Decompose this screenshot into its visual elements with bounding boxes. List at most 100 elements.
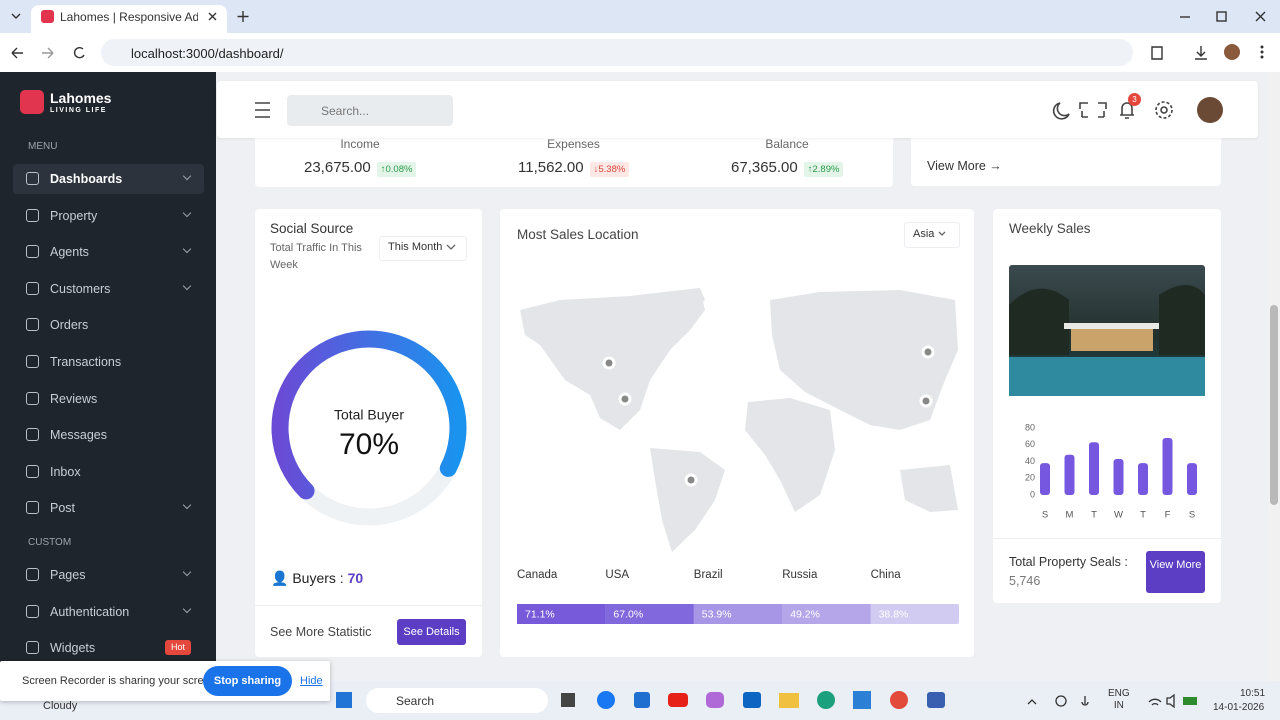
progress-label: 67.0% [613, 608, 643, 620]
nav-item[interactable]: Reviews [50, 391, 98, 406]
card-subtitle: Total Traffic In This Week [270, 242, 362, 271]
progress-label: 49.2% [790, 608, 820, 620]
nav-item[interactable]: Orders [50, 318, 89, 333]
nav-icon [26, 208, 39, 222]
nav-icon [26, 428, 39, 442]
start-button[interactable] [336, 692, 352, 708]
nav-icon [26, 568, 39, 581]
date: 14-01-2026 [1213, 702, 1265, 713]
footer-text: See More Statistic [270, 625, 372, 639]
nav-item[interactable]: Transactions [50, 355, 122, 369]
stat-change: ↓5.38% [589, 162, 630, 177]
scroll-thumb[interactable] [1270, 305, 1278, 505]
donut-arc [271, 330, 467, 500]
nav-item[interactable]: Dashboards [50, 172, 123, 186]
tab-title: Lahomes | Responsive Admin D [60, 10, 198, 24]
active-item [13, 164, 204, 194]
nav-item[interactable]: Agents [50, 245, 89, 260]
nav-icon [26, 318, 39, 332]
filter[interactable] [904, 222, 960, 248]
y-tick-label: 0 [1030, 489, 1035, 499]
buyers: 👤 Buyers : 70 [271, 570, 364, 586]
location-label: China [871, 569, 902, 581]
divider [255, 605, 482, 606]
x-tick-label: S [1042, 510, 1048, 521]
weather: Cloudy [43, 700, 78, 712]
weekly-chart: 0 20 40 60 80 S M T W T F S [1025, 422, 1197, 521]
view-more-card [911, 131, 1221, 186]
location-label: Russia [782, 569, 818, 581]
nav-icon [26, 172, 39, 185]
y-tick-label: 60 [1025, 439, 1035, 449]
stat-row: 23,675.00 ↑0.08% [304, 159, 417, 177]
stat-label: Balance [765, 137, 809, 151]
stat-change-value: 2.89% [812, 164, 840, 175]
custom-label: CUSTOM [28, 537, 72, 548]
nav-icon [26, 355, 39, 368]
menu-label: MENU [28, 141, 58, 152]
clock: 10:51 [1240, 688, 1266, 699]
nav-item[interactable]: Authentication [50, 604, 130, 619]
stop-sharing-button[interactable]: Stop sharing [203, 666, 292, 696]
nav-item[interactable]: Post [50, 501, 76, 516]
total-label: Total Property Seals : [1009, 555, 1128, 569]
see-details-button[interactable]: See Details [397, 619, 466, 645]
bar [1113, 458, 1124, 495]
x-tick-label: T [1091, 510, 1097, 521]
total-value: 5,746 [1009, 574, 1041, 588]
url[interactable]: localhost:3000/dashboard/ [131, 46, 284, 61]
view-more-link[interactable]: View More → [927, 159, 1002, 173]
nav-item[interactable]: Pages [50, 568, 86, 582]
card-title: Weekly Sales [1009, 221, 1091, 236]
map-card [500, 209, 974, 657]
buyers-label: Buyers : [292, 570, 344, 586]
nav-icon [26, 501, 39, 515]
bar [1089, 442, 1099, 495]
nav-icon [26, 604, 39, 618]
bar [1187, 463, 1197, 495]
property-image [1009, 265, 1205, 396]
stat-label: Expenses [547, 137, 600, 151]
nav-item[interactable]: Customers [50, 281, 111, 296]
divider [993, 538, 1221, 539]
hide-link[interactable]: Hide [300, 675, 323, 687]
x-tick-label: S [1189, 510, 1195, 521]
donut-value: 70% [339, 428, 399, 461]
donut-title: Total Buyer [334, 407, 404, 423]
taskbar-search[interactable] [366, 688, 548, 713]
address-bar[interactable] [101, 39, 1133, 66]
filter[interactable] [379, 236, 467, 261]
favicon [41, 10, 54, 23]
y-tick-label: 20 [1025, 473, 1035, 483]
language[interactable]: ENG IN [1108, 688, 1130, 712]
logo [20, 90, 44, 114]
progress-segment [782, 604, 871, 624]
nav-item[interactable]: Property [50, 208, 98, 223]
nav-icon [26, 391, 39, 405]
nav-item[interactable]: Inbox [50, 464, 81, 479]
active-tab[interactable] [31, 5, 227, 33]
brand: Lahomes [50, 90, 112, 106]
location-label: USA [605, 569, 629, 581]
x-tick-label: F [1165, 510, 1171, 521]
y-tick-label: 40 [1025, 456, 1035, 466]
bar [1138, 463, 1148, 495]
taskbar-apps [561, 691, 945, 709]
progress-segment [870, 604, 959, 624]
progress-segment [693, 604, 783, 624]
search-placeholder[interactable]: Search... [321, 104, 370, 118]
stat-label: Income [340, 137, 380, 151]
nav-item[interactable]: Messages [50, 428, 107, 443]
taskbar-search-label[interactable]: Search [396, 694, 435, 708]
view-more-button[interactable]: View More [1146, 551, 1205, 593]
stat-change: ↑2.89% [803, 162, 844, 177]
search-box[interactable] [287, 95, 453, 126]
filter-label[interactable]: Asia [913, 228, 935, 240]
filter-label[interactable]: This Month [388, 241, 443, 253]
stat-change-value: 0.08% [385, 164, 413, 175]
nav-item[interactable]: Widgets [50, 641, 96, 656]
link-text[interactable]: View More [927, 159, 986, 173]
card-title: Social Source [270, 221, 354, 236]
nav-badge: Hot [165, 640, 191, 656]
